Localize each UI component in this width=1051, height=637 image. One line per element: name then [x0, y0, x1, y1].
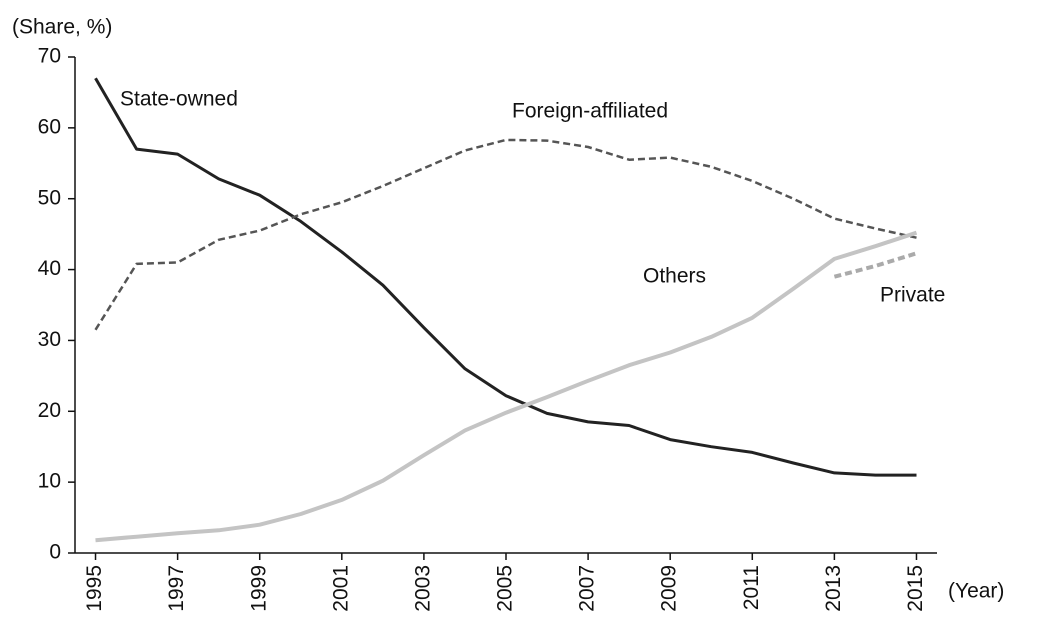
x-tick-label: 2013: [822, 565, 845, 612]
y-tick-label: 60: [38, 115, 61, 138]
x-tick-label: 2005: [494, 565, 517, 612]
x-axis-label: (Year): [948, 580, 1004, 603]
y-tick-label: 70: [38, 45, 61, 68]
x-tick-label: 1999: [247, 565, 270, 612]
series-line: [94, 138, 917, 331]
x-tick-label: 2001: [329, 565, 352, 612]
x-tick-label: 2007: [576, 565, 599, 612]
x-tick-label: 2011: [740, 565, 763, 610]
y-tick-label: 50: [38, 186, 61, 209]
x-tick-label: 2009: [658, 565, 681, 612]
series-line: [95, 230, 918, 543]
series-line: [833, 251, 918, 279]
y-tick-label: 40: [38, 257, 61, 280]
x-tick-label: 2003: [411, 565, 434, 612]
series-label: Private: [880, 284, 945, 307]
series-label: Others: [643, 265, 706, 288]
y-tick-label: 0: [49, 541, 61, 564]
x-tick-label: 2015: [904, 565, 927, 612]
y-axis-label: (Share, %): [12, 16, 112, 39]
y-tick-label: 30: [38, 328, 61, 351]
x-tick-label: 1997: [165, 565, 188, 612]
x-tick-label: 1995: [83, 565, 106, 612]
series-label: State-owned: [120, 88, 238, 111]
y-tick-label: 10: [38, 470, 61, 493]
series-label: Foreign-affiliated: [512, 100, 668, 123]
series-line: [94, 77, 917, 477]
y-tick-label: 20: [38, 399, 61, 422]
